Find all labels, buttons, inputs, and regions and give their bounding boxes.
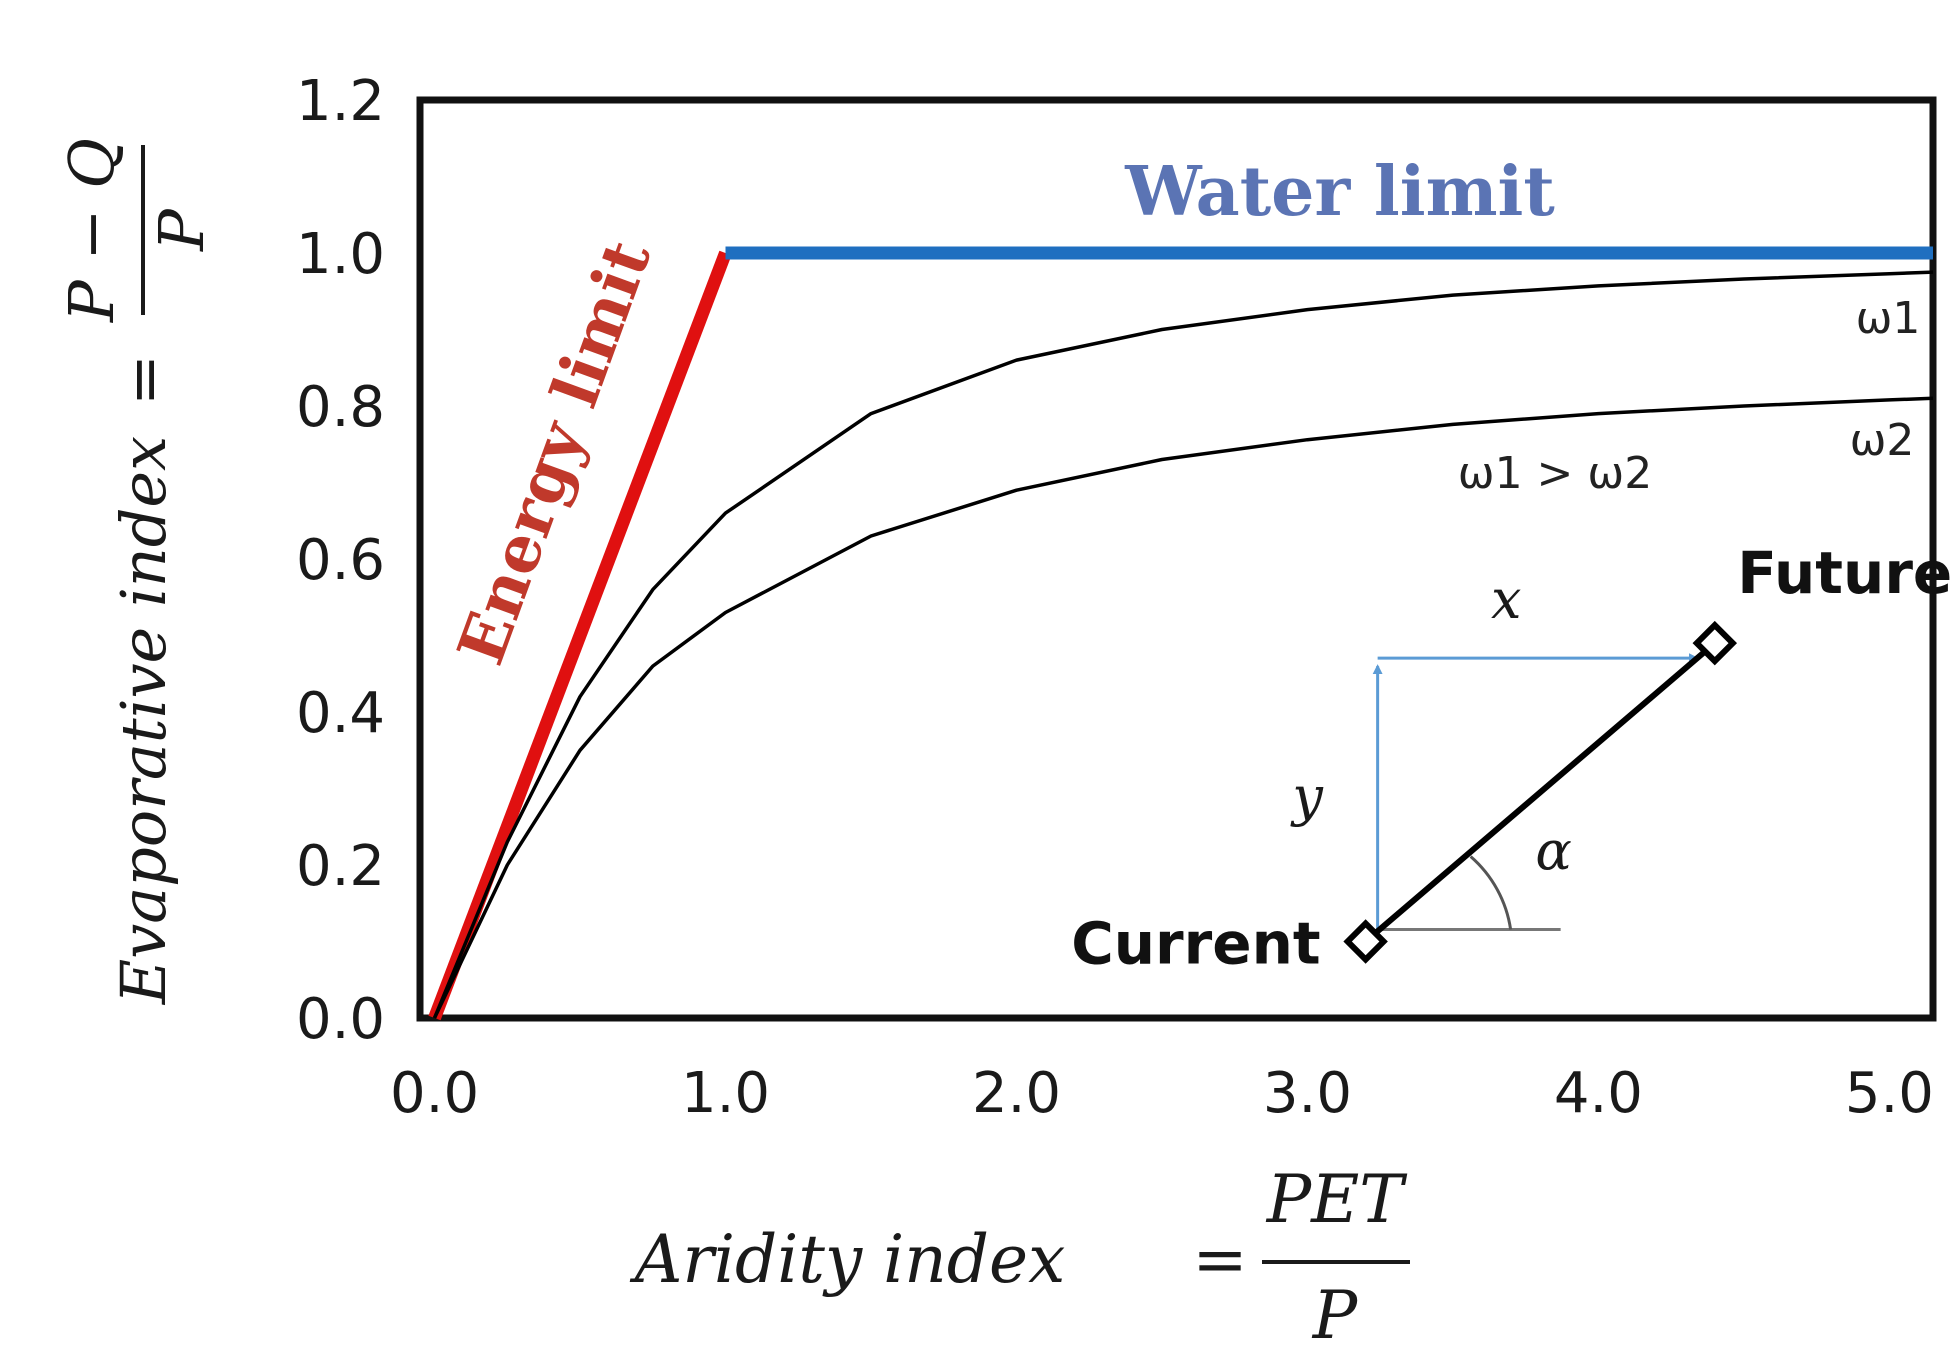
current-label: Current [1071,910,1320,978]
y-axis-label-numerator: P − Q [55,138,128,323]
x-tick-label: 4.0 [1554,1061,1643,1126]
omega1-label: ω1 [1856,293,1921,344]
current-point-marker [1343,919,1388,964]
omega2-label: ω2 [1850,415,1915,466]
y-axis-label-lhs: Evaporative index [107,436,180,1005]
angle-label: α [1535,820,1571,883]
y-axis-label-denominator: P [145,208,218,252]
y-tick-label: 0.6 [296,528,385,593]
series-lines [428,246,1934,1021]
plot-frame [416,96,1937,1022]
angle-arc [1469,855,1513,930]
future-point-marker [1692,620,1738,666]
y-component-label: y [1290,765,1324,828]
x-axis-label-lhs: Aridity index [629,1221,1066,1298]
y-tick-label: 1.2 [296,69,385,134]
y-axis-label: Evaporative index = P − Q P [55,138,218,1005]
x-axis-label: Aridity index = PET P [629,1161,1410,1354]
x-tick-label: 1.0 [681,1061,770,1126]
y-tick-label: 0.8 [296,375,385,440]
x-tick-label: 0.0 [390,1061,479,1126]
omega-relation-label: ω1 > ω2 [1458,448,1653,499]
change-vector-line [1363,640,1717,944]
y-tick-label: 0.0 [296,987,385,1052]
x-tick-label: 5.0 [1845,1061,1934,1126]
tick-labels: 0.0 1.0 2.0 3.0 4.0 5.0 0.0 0.2 0.4 0.6 0.8 1.0 1.2 [296,69,1934,1126]
future-label: Future [1737,539,1952,607]
y-axis-label-eq: = [107,354,180,406]
y-tick-label: 0.2 [296,834,385,899]
energy-limit-label: Energy limit [444,231,667,674]
y-tick-label: 1.0 [296,222,385,287]
x-tick-label: 2.0 [972,1061,1061,1126]
series-line-omega2 [432,396,1934,1019]
change-vector-inset: Current Future x y α [1071,539,1952,977]
x-axis-label-numerator: PET [1266,1161,1409,1238]
y-tick-label: 0.4 [296,681,385,746]
series-line-omega1 [432,270,1934,1019]
x-tick-label: 3.0 [1263,1061,1352,1126]
x-component-label: x [1491,568,1521,631]
x-axis-label-eq: = [1192,1221,1247,1298]
x-axis-label-denominator: P [1312,1277,1359,1354]
series-line-energy-limit [428,250,732,1021]
water-limit-label: Water limit [1124,152,1555,232]
